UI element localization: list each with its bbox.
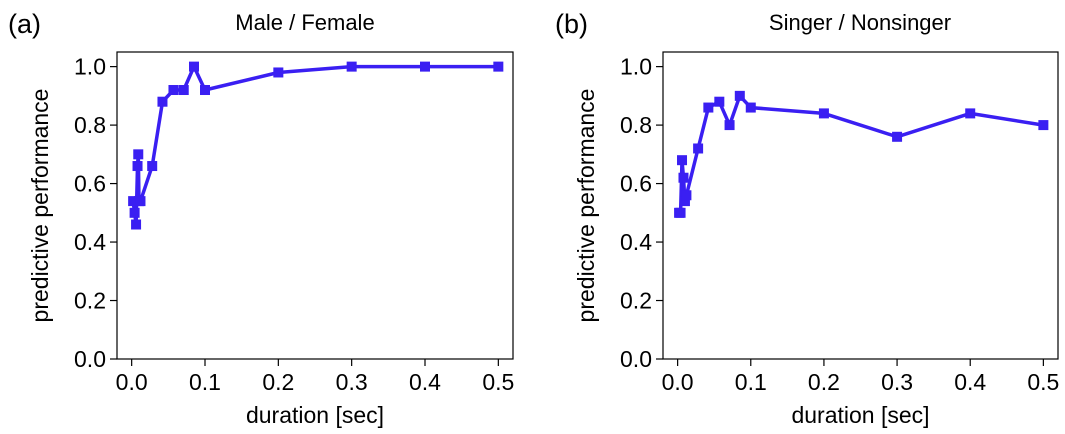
- panel-a-y-tick-label: 0.4: [74, 229, 106, 255]
- panel-b-data-point: [892, 131, 903, 142]
- panel-a-data-point: [189, 61, 199, 72]
- panel-a-data-point: [128, 196, 139, 207]
- panel-a-x-tick-label: 0.5: [482, 369, 514, 395]
- panel-a-y-tick-label: 1.0: [74, 54, 106, 80]
- panel-a-data-point: [147, 161, 158, 172]
- panel-a-data-point: [157, 96, 168, 107]
- panel-a-x-tick-label: 0.3: [336, 369, 368, 395]
- panel-b-data-point: [734, 90, 745, 101]
- panel-b-y-axis-label: predictive performance: [573, 89, 599, 323]
- panel-b-x-tick-label: 0.0: [662, 369, 694, 395]
- panel-b-data-point: [679, 196, 690, 207]
- panel-a-data-point: [493, 61, 504, 72]
- panel-a-data-point: [346, 61, 357, 72]
- panel-b-x-tick-label: 0.2: [808, 369, 840, 395]
- panel-b-y-tick-label: 0.8: [620, 112, 652, 138]
- panel-a-panel-label: (a): [8, 9, 41, 39]
- panel-a-x-tick-label: 0.1: [189, 369, 221, 395]
- panel-b-series-line: [678, 94, 1044, 215]
- panel-a-x-axis-label: duration [sec]: [246, 402, 384, 428]
- panel-b-data-point: [693, 143, 704, 154]
- panel-b-y-tick-label: 0.4: [620, 229, 652, 255]
- panel-b-data-point: [818, 108, 829, 119]
- panel-b-y-tick-label: 0.6: [620, 171, 652, 197]
- panel-b-data-point: [745, 102, 756, 113]
- panel-a-data-point: [200, 85, 210, 96]
- panel-b-data-point: [681, 190, 692, 201]
- panel-a-data-point: [178, 85, 189, 96]
- panel-b-data-point: [724, 120, 735, 131]
- panel-b-data-point: [965, 108, 976, 119]
- panel-a-axes-frame: [116, 51, 514, 360]
- panel-a-y-tick-label: 0.2: [74, 288, 106, 314]
- panel-a-data-point: [135, 196, 146, 207]
- panel-a-data-point: [131, 219, 142, 230]
- panel-b-y-tick-label: 0.2: [620, 288, 652, 314]
- panel-b-x-tick-label: 0.4: [954, 369, 986, 395]
- panel-a-data-point: [132, 161, 143, 172]
- panel-b-data-point: [678, 172, 689, 183]
- panel-b-data-point: [677, 155, 688, 166]
- panel-b-title: Singer / Nonsinger: [769, 10, 951, 35]
- panel-b-y-tick-label: 0.0: [620, 346, 652, 372]
- panel-a-data-point: [273, 67, 284, 78]
- panel-b-x-tick-label: 0.5: [1027, 369, 1059, 395]
- panel-b-x-tick-label: 0.1: [735, 369, 767, 395]
- panel-a-y-tick-label: 0.6: [74, 171, 106, 197]
- panel-b-axes-frame: [662, 51, 1059, 360]
- panel-a-y-axis-label: predictive performance: [27, 89, 53, 323]
- panel-a-data-point: [420, 61, 430, 72]
- panel-a-x-tick-label: 0.0: [116, 369, 148, 395]
- panel-a-x-tick-label: 0.4: [409, 369, 441, 395]
- panel-b-panel-label: (b): [555, 9, 588, 39]
- panel-a-y-tick-label: 0.8: [74, 112, 106, 138]
- panel-b-data-point: [1038, 120, 1049, 131]
- panel-a-title: Male / Female: [235, 10, 374, 35]
- panel-b-x-axis-label: duration [sec]: [791, 402, 929, 428]
- panel-a-data-point: [168, 85, 179, 96]
- panel-a-data-point: [129, 207, 140, 218]
- panel-b-data-point: [714, 96, 725, 107]
- panel-b-data-point: [703, 102, 714, 113]
- panel-a-data-point: [133, 149, 144, 160]
- panel-a-y-tick-label: 0.0: [74, 346, 106, 372]
- panel-b-x-tick-label: 0.3: [881, 369, 913, 395]
- panel-a-x-tick-label: 0.2: [262, 369, 294, 395]
- panel-b-data-point: [675, 207, 686, 218]
- panel-b-y-tick-label: 1.0: [620, 54, 652, 80]
